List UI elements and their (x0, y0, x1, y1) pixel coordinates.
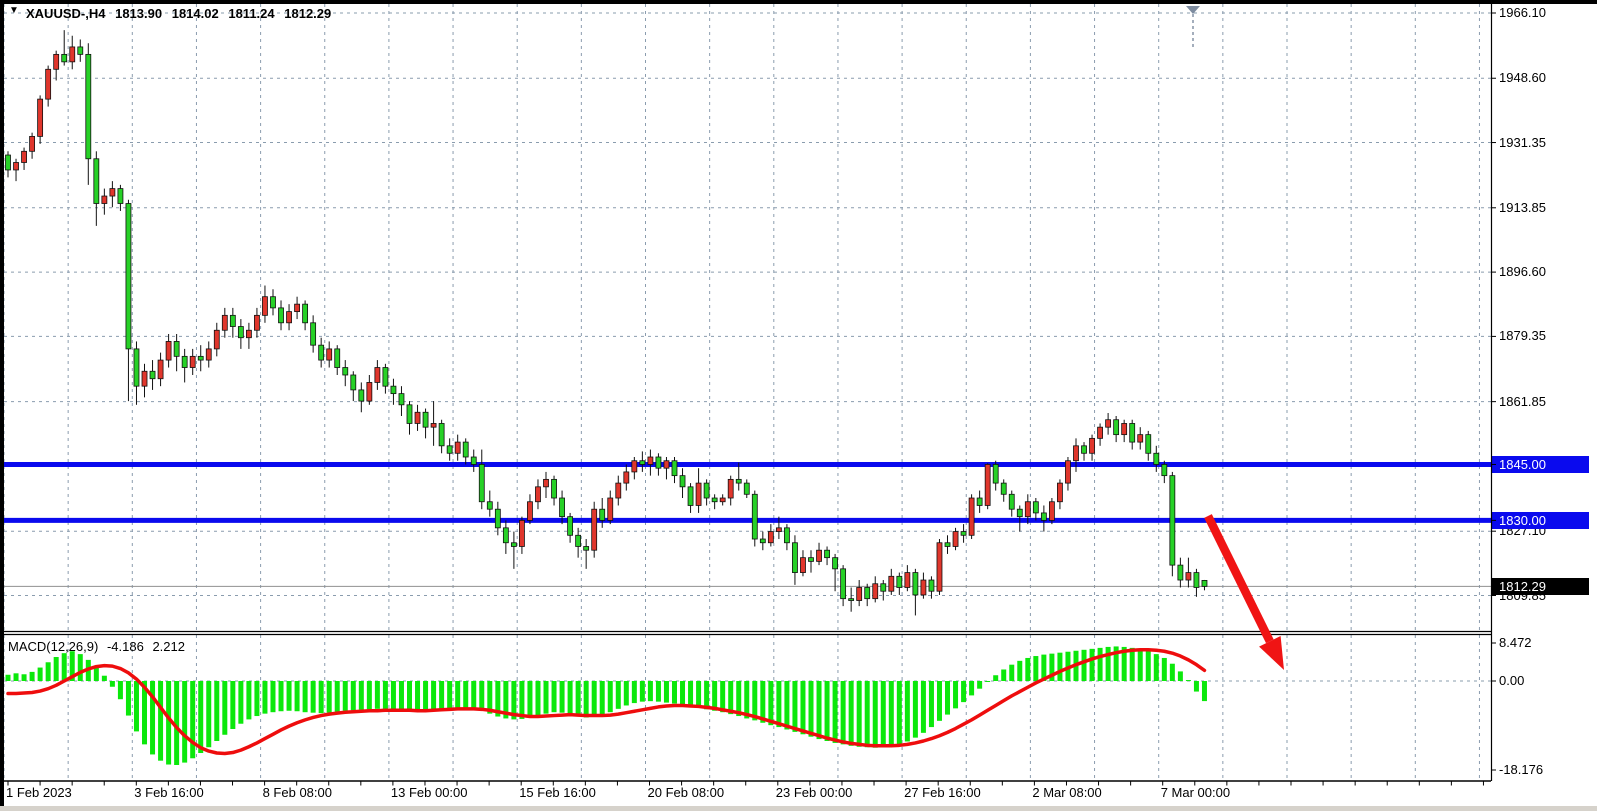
symbol-dropdown-icon[interactable]: ▼ (9, 5, 19, 16)
price-axis-label: 1948.60 (1499, 70, 1546, 86)
macd-histogram (5, 646, 1207, 765)
chart-shift-marker-icon[interactable] (1186, 6, 1200, 14)
macd-signal-value: 2.212 (152, 639, 185, 654)
ohlc-open: 1813.90 (115, 6, 163, 21)
main-chart-area[interactable] (4, 4, 1491, 631)
time-axis-label: 3 Feb 16:00 (134, 785, 204, 800)
hline-price-badge: 1845.00 (1492, 455, 1589, 473)
time-axis-label: 15 Feb 16:00 (519, 785, 596, 800)
time-axis-label: 23 Feb 00:00 (775, 785, 853, 800)
macd-current-value: -4.186 (106, 639, 144, 654)
price-axis-label: 1913.85 (1499, 199, 1546, 215)
time-axis-label: 8 Feb 08:00 (262, 785, 332, 800)
macd-axis-label: -18.176 (1499, 762, 1544, 777)
window-bottom-strip (0, 806, 1597, 811)
macd-signal-line (6, 648, 1207, 756)
ohlc-low: 1811.24 (228, 6, 275, 21)
candles-group (5, 30, 1208, 616)
window-left-border (0, 0, 4, 806)
price-axis-label: 1966.10 (1499, 5, 1546, 20)
time-axis-label: 27 Feb 16:00 (904, 785, 981, 800)
time-axis-label: 1 Feb 2023 (6, 785, 72, 800)
time-axis-label: 20 Feb 08:00 (647, 785, 725, 800)
bid-price-badge: 1812.29 (1492, 577, 1589, 595)
symbol-period-label: XAUUSD-,H4 (26, 6, 106, 21)
ohlc-high: 1814.02 (171, 6, 219, 21)
time-axis-label: 7 Mar 00:00 (1160, 785, 1231, 800)
macd-axis-label: 0.00 (1499, 673, 1525, 688)
price-axis-label: 1861.85 (1499, 393, 1546, 409)
macd-name: MACD(12,26,9) (8, 639, 99, 654)
macd-panel[interactable] (4, 635, 1491, 781)
price-axis-label: 1931.35 (1499, 134, 1546, 150)
macd-indicator-label: MACD(12,26,9) -4.186 2.212 (8, 639, 190, 654)
macd-axis-label: 8.472 (1499, 635, 1532, 650)
time-axis-label: 2 Mar 08:00 (1032, 785, 1102, 800)
chart-header: XAUUSD-,H4 1813.90 1814.02 1811.24 1812.… (26, 6, 337, 21)
hline-price-badge: 1830.00 (1492, 511, 1589, 529)
price-axis-label: 1896.60 (1499, 264, 1546, 280)
window-top-border (0, 0, 1597, 4)
time-axis-label: 13 Feb 00:00 (390, 785, 468, 800)
price-axis[interactable] (1491, 0, 1597, 781)
price-axis-label: 1879.35 (1499, 328, 1546, 344)
ohlc-close: 1812.29 (284, 6, 332, 21)
